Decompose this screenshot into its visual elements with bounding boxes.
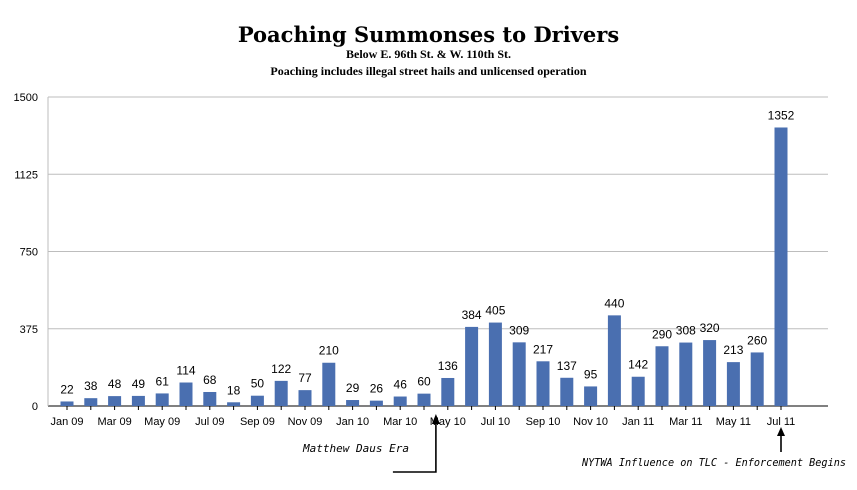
- chart-subtitle-note: Poaching includes illegal street hails a…: [270, 64, 587, 78]
- bar: [679, 342, 693, 406]
- data-label: 114: [176, 364, 195, 378]
- bar: [631, 376, 645, 406]
- x-tick-label: Jul 09: [195, 416, 224, 428]
- data-label: 137: [557, 359, 577, 373]
- x-tick-label: Mar 09: [97, 416, 131, 428]
- bar: [774, 127, 788, 406]
- bar: [203, 391, 217, 406]
- bar: [703, 340, 717, 406]
- bar: [584, 386, 598, 406]
- data-label: 38: [84, 379, 98, 393]
- data-label: 308: [676, 324, 696, 338]
- annotation-label: Matthew Daus Era: [302, 442, 409, 455]
- data-label: 384: [462, 308, 482, 322]
- bar: [488, 322, 502, 406]
- x-tick-label: Nov 10: [573, 416, 608, 428]
- data-label: 320: [700, 321, 720, 335]
- data-label: 22: [60, 382, 74, 396]
- x-tick-label: Mar 11: [669, 416, 702, 428]
- bar: [131, 395, 145, 406]
- data-label: 309: [509, 323, 529, 337]
- bar: [655, 346, 669, 406]
- x-tick-label: Nov 09: [288, 416, 323, 428]
- x-tick-label: Jan 09: [50, 416, 83, 428]
- bar: [441, 377, 455, 406]
- data-label: 136: [438, 359, 458, 373]
- bar: [726, 362, 740, 406]
- data-label: 48: [108, 377, 122, 391]
- x-tick-label: Sep 10: [526, 416, 561, 428]
- chart-subtitle: Below E. 96th St. & W. 110th St.: [345, 47, 512, 61]
- x-tick-label: Jan 11: [622, 416, 654, 428]
- y-tick-label: 1500: [14, 92, 38, 104]
- bar: [536, 361, 550, 406]
- data-label: 95: [584, 367, 598, 381]
- data-label: 49: [132, 377, 146, 391]
- bar: [179, 382, 193, 406]
- data-label: 405: [485, 304, 505, 318]
- bar: [60, 401, 74, 406]
- bar: [417, 393, 431, 406]
- bar: [465, 326, 479, 406]
- y-tick-label: 375: [20, 324, 38, 336]
- data-label: 68: [203, 373, 217, 387]
- annotation-label: NYTWA Influence on TLC - Enforcement Beg…: [581, 456, 846, 469]
- bar: [512, 342, 526, 406]
- x-tick-label: Jan 10: [336, 416, 369, 428]
- x-tick-label: May 09: [144, 416, 180, 428]
- data-label: 213: [723, 343, 743, 357]
- bar: [393, 396, 407, 406]
- data-label: 290: [652, 327, 672, 341]
- data-label: 122: [271, 362, 291, 376]
- data-label: 440: [604, 296, 624, 310]
- bar: [227, 402, 241, 406]
- annotation-arrow-line: [392, 420, 437, 473]
- data-label: 1352: [768, 108, 795, 122]
- data-label: 18: [227, 383, 241, 397]
- x-tick-label: Jul 10: [481, 416, 510, 428]
- y-tick-label: 750: [20, 247, 38, 259]
- x-tick-label: May 11: [716, 416, 751, 428]
- x-tick-label: Sep 09: [240, 416, 275, 428]
- bar: [108, 396, 122, 406]
- bar: [750, 352, 764, 406]
- x-tick-label: May 10: [430, 416, 466, 428]
- chart-title: Poaching Summonses to Drivers: [237, 22, 620, 47]
- data-label: 77: [298, 371, 312, 385]
- data-label: 61: [156, 374, 170, 388]
- bar: [607, 315, 621, 406]
- data-label: 217: [533, 342, 553, 356]
- bar: [560, 377, 574, 406]
- y-tick-label: 0: [32, 401, 38, 413]
- y-tick-label: 1125: [14, 169, 38, 181]
- x-tick-label: Jul 11: [767, 416, 796, 428]
- annotation-arrowhead: [431, 414, 440, 424]
- annotation-arrowhead: [777, 427, 785, 436]
- data-label: 142: [628, 358, 648, 372]
- data-label: 46: [394, 378, 408, 392]
- data-label: 210: [319, 344, 339, 358]
- data-label: 60: [417, 375, 431, 389]
- bar: [250, 395, 264, 406]
- bar: [155, 393, 169, 406]
- bar: [369, 400, 383, 406]
- x-tick-label: Mar 10: [383, 416, 417, 428]
- data-label: 260: [747, 333, 767, 347]
- bar: [84, 398, 98, 406]
- data-label: 29: [346, 381, 360, 395]
- bar: [322, 362, 336, 406]
- bar: [346, 400, 360, 406]
- bar: [274, 380, 288, 406]
- data-label: 50: [251, 377, 265, 391]
- data-label: 26: [370, 382, 384, 396]
- bar: [298, 390, 312, 406]
